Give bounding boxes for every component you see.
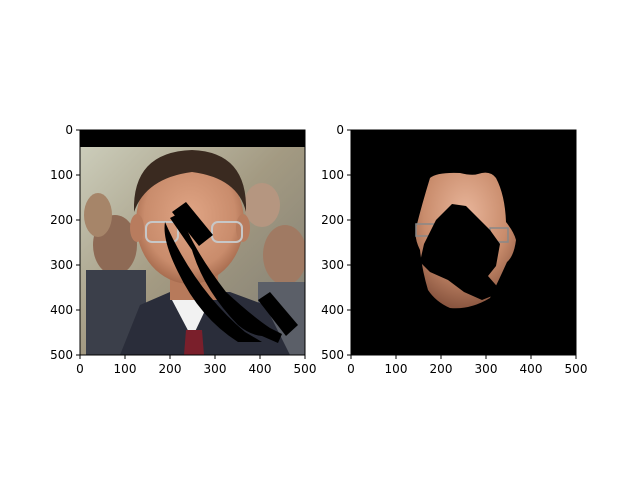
- right-ytick-label: 0: [336, 123, 344, 137]
- right-xtick-label: 100: [385, 362, 408, 376]
- left-ytick-label: 0: [65, 123, 73, 137]
- right-xtick-label: 200: [430, 362, 453, 376]
- right-xtick-label: 300: [475, 362, 498, 376]
- left-ytick-label: 400: [50, 303, 73, 317]
- right-xtick-label: 500: [565, 362, 588, 376]
- left-xtick-label: 200: [159, 362, 182, 376]
- left-xtick-label: 300: [204, 362, 227, 376]
- right-ytick-label: 200: [321, 213, 344, 227]
- left-ytick-label: 200: [50, 213, 73, 227]
- right-ytick-label: 300: [321, 258, 344, 272]
- right-ytick-label: 500: [321, 348, 344, 362]
- segmentation-image: [351, 130, 576, 355]
- right-xtick-label: 400: [520, 362, 543, 376]
- right-xtick-label: 0: [347, 362, 355, 376]
- left-ytick-label: 300: [50, 258, 73, 272]
- left-ytick-label: 100: [50, 168, 73, 182]
- left-xtick-label: 100: [114, 362, 137, 376]
- left-ytick-label: 500: [50, 348, 73, 362]
- right-ytick-label: 100: [321, 168, 344, 182]
- right-ytick-label: 400: [321, 303, 344, 317]
- telephone-mask-icon: [420, 204, 502, 300]
- left-xtick-label: 500: [294, 362, 317, 376]
- right-image-panel: [350, 129, 577, 356]
- left-image-panel: [79, 129, 306, 356]
- telephone-icon: [164, 202, 298, 343]
- photo-image: [80, 130, 305, 355]
- left-xtick-label: 0: [76, 362, 84, 376]
- left-xtick-label: 400: [249, 362, 272, 376]
